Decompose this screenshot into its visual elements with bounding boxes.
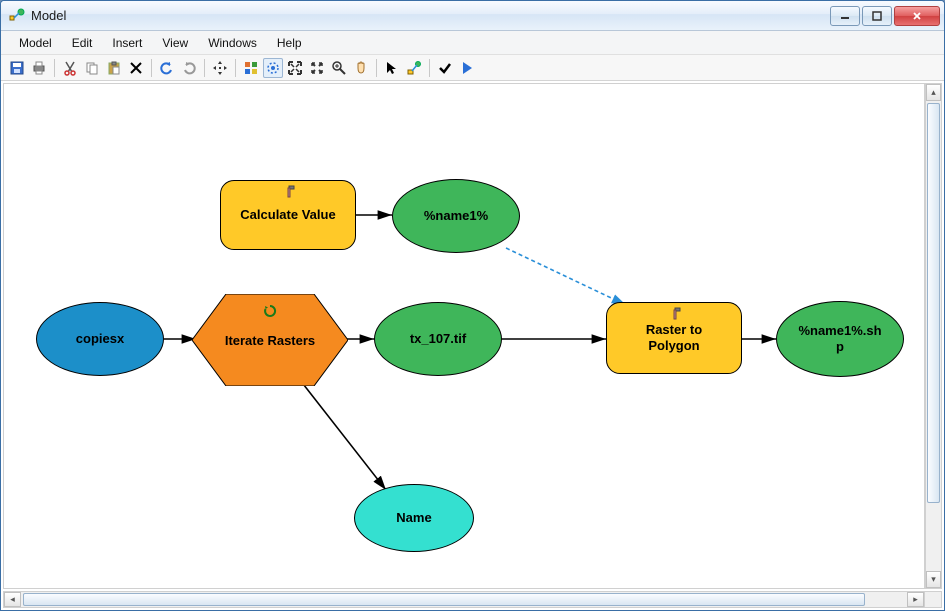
menu-edit[interactable]: Edit <box>62 33 103 53</box>
node-calc_value[interactable]: Calculate Value <box>220 180 356 250</box>
horizontal-scrollbar[interactable]: ◂ ▸ <box>3 591 925 608</box>
node-label-out_shp: %name1%.sh p <box>798 323 881 354</box>
menu-insert[interactable]: Insert <box>102 33 152 53</box>
delete-icon[interactable] <box>126 58 146 78</box>
model-canvas[interactable]: Calculate Value %name1% copiesx Iterate Ras… <box>4 84 924 588</box>
node-name1[interactable]: %name1% <box>392 179 520 253</box>
maximize-button[interactable] <box>862 6 892 26</box>
scroll-down-arrow-icon[interactable]: ▾ <box>926 571 941 588</box>
cut-icon[interactable] <box>60 58 80 78</box>
copy-icon[interactable] <box>82 58 102 78</box>
hammer-icon <box>282 185 296 199</box>
canvas-wrap: Calculate Value %name1% copiesx Iterate Ras… <box>3 83 925 589</box>
scroll-right-arrow-icon[interactable]: ▸ <box>907 592 924 607</box>
titlebar[interactable]: Model <box>1 1 944 31</box>
node-label-r2p: Raster to Polygon <box>646 322 702 353</box>
hand-icon[interactable] <box>351 58 371 78</box>
node-tx107[interactable]: tx_107.tif <box>374 302 502 376</box>
toolbar-separator <box>429 59 430 77</box>
minimize-button[interactable] <box>830 6 860 26</box>
hscroll-track[interactable] <box>21 592 907 607</box>
print-icon[interactable] <box>29 58 49 78</box>
vscroll-thumb[interactable] <box>927 103 940 503</box>
vertical-scrollbar[interactable]: ▴ ▾ <box>925 83 942 589</box>
toolbar-separator <box>376 59 377 77</box>
menu-model[interactable]: Model <box>9 33 62 53</box>
app-icon <box>9 8 25 24</box>
iterator-icon <box>263 304 277 318</box>
window-controls <box>830 6 940 26</box>
toolbar <box>1 55 944 81</box>
hscroll-thumb[interactable] <box>23 593 865 606</box>
model-window: Model Model Edit Insert View Windows Hel… <box>0 0 945 611</box>
toolbar-separator <box>204 59 205 77</box>
node-iterate[interactable]: Iterate Rasters <box>192 294 348 386</box>
node-copiesx[interactable]: copiesx <box>36 302 164 376</box>
scroll-corner <box>925 591 942 608</box>
window-title: Model <box>31 8 830 23</box>
scroll-left-arrow-icon[interactable]: ◂ <box>4 592 21 607</box>
save-icon[interactable] <box>7 58 27 78</box>
zoom-in-icon[interactable] <box>329 58 349 78</box>
hscroll-row: ◂ ▸ <box>3 591 942 608</box>
node-label-calc_value: Calculate Value <box>240 207 335 223</box>
edge-name1-r2p <box>506 248 626 305</box>
menubar: Model Edit Insert View Windows Help <box>1 31 944 55</box>
close-button[interactable] <box>894 6 940 26</box>
validate-icon[interactable] <box>435 58 455 78</box>
menu-windows[interactable]: Windows <box>198 33 267 53</box>
node-name[interactable]: Name <box>354 484 474 552</box>
toolbar-separator <box>235 59 236 77</box>
node-label-name: Name <box>396 510 431 526</box>
zoom-out-fixed-icon[interactable] <box>307 58 327 78</box>
content-row: Calculate Value %name1% copiesx Iterate Ras… <box>1 81 944 591</box>
undo-icon[interactable] <box>157 58 177 78</box>
toolbar-separator <box>54 59 55 77</box>
vscroll-track[interactable] <box>926 101 941 571</box>
toolbar-separator <box>151 59 152 77</box>
zoom-in-fixed-icon[interactable] <box>285 58 305 78</box>
hammer-icon <box>668 307 682 321</box>
node-label-tx107: tx_107.tif <box>410 331 466 347</box>
node-r2p[interactable]: Raster to Polygon <box>606 302 742 374</box>
node-out_shp[interactable]: %name1%.sh p <box>776 301 904 377</box>
redo-icon[interactable] <box>179 58 199 78</box>
run-icon[interactable] <box>457 58 477 78</box>
connect-icon[interactable] <box>404 58 424 78</box>
node-label-name1: %name1% <box>424 208 488 224</box>
zoom-full-extent-icon[interactable] <box>263 58 283 78</box>
scroll-up-arrow-icon[interactable]: ▴ <box>926 84 941 101</box>
node-label-copiesx: copiesx <box>76 331 124 347</box>
edge-iterate-name <box>300 380 386 490</box>
menu-help[interactable]: Help <box>267 33 312 53</box>
grid-icon[interactable] <box>241 58 261 78</box>
pan-icon[interactable] <box>210 58 230 78</box>
paste-icon[interactable] <box>104 58 124 78</box>
select-icon[interactable] <box>382 58 402 78</box>
menu-view[interactable]: View <box>152 33 198 53</box>
